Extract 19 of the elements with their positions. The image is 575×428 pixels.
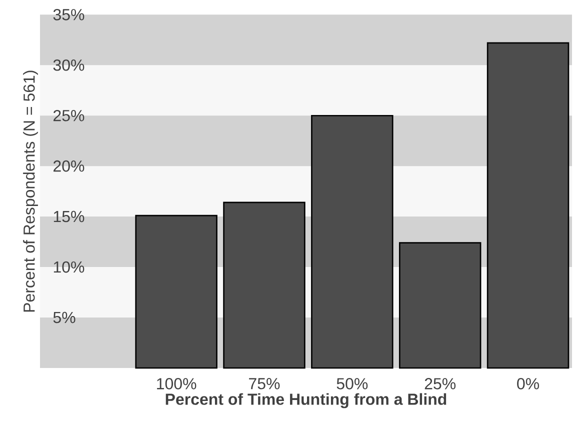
y-tick-label: 5%: [53, 312, 76, 324]
bar: [486, 42, 570, 369]
y-tick-label: 15%: [54, 210, 84, 222]
x-tick-label: 50%: [336, 378, 368, 390]
y-axis-title: Percent of Respondents (N = 561): [23, 70, 38, 312]
x-tick-label: 0%: [517, 378, 540, 390]
y-tick-label: 35%: [53, 9, 84, 20]
bar: [223, 202, 306, 369]
x-tick-label: 100%: [157, 378, 196, 390]
bar: [311, 114, 394, 369]
x-tick-label: 25%: [424, 378, 456, 390]
y-tick-label: 10%: [54, 261, 84, 273]
x-axis-title: Percent of Time Hunting from a Blind: [166, 393, 446, 408]
bar: [398, 242, 482, 369]
bar: [135, 214, 218, 369]
y-tick-label: 30%: [53, 59, 84, 71]
x-tick-label: 75%: [249, 378, 280, 390]
y-tick-label: 20%: [54, 160, 84, 172]
y-tick-label: 25%: [54, 110, 84, 122]
